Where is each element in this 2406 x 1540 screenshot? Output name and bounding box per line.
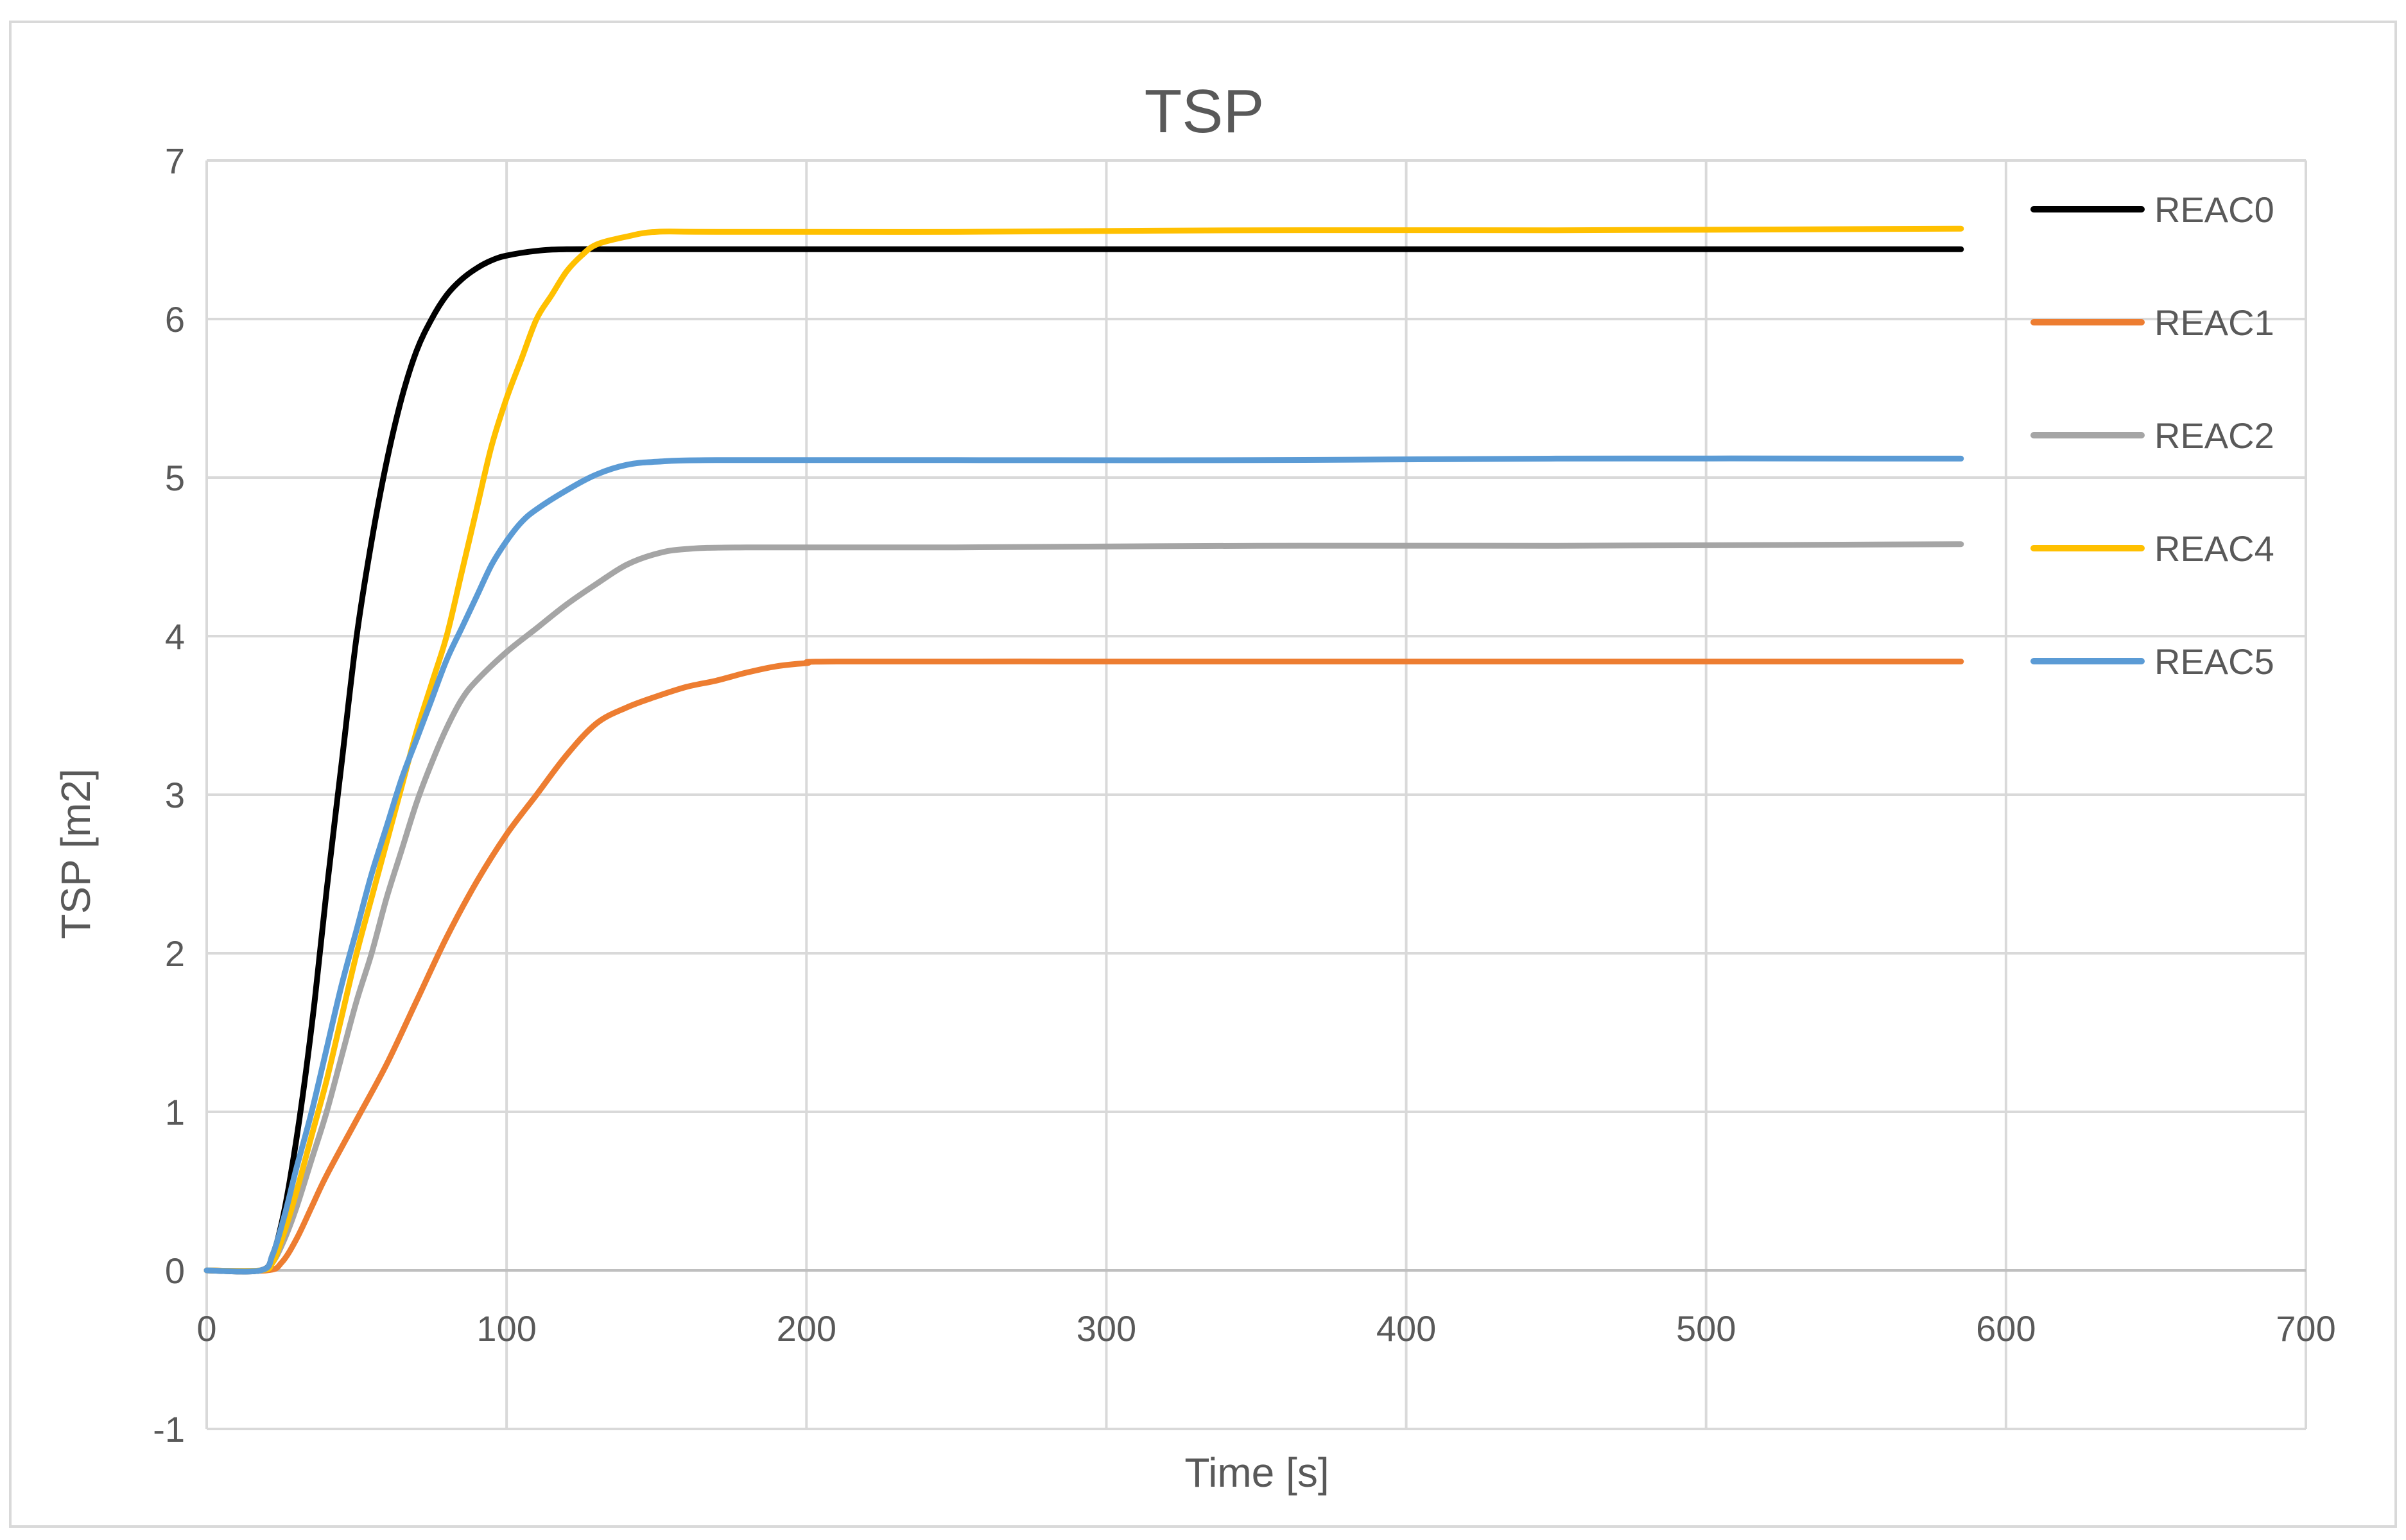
y-tick-label: 2 bbox=[165, 933, 185, 974]
y-tick-label: 0 bbox=[165, 1250, 185, 1291]
series-line-reac4 bbox=[203, 225, 1964, 1274]
y-tick-label: 3 bbox=[165, 775, 185, 815]
series-line-reac2 bbox=[203, 541, 1964, 1274]
y-tick-label: 4 bbox=[165, 616, 185, 657]
y-axis-title: TSP [m2] bbox=[53, 768, 99, 939]
x-tick-label: 700 bbox=[2276, 1308, 2335, 1349]
x-tick-label: 400 bbox=[1376, 1308, 1436, 1349]
x-axis-title: Time [s] bbox=[1184, 1449, 1329, 1496]
x-tick-label: 0 bbox=[196, 1308, 216, 1349]
series-line-reac5 bbox=[203, 455, 1964, 1275]
legend-label-reac4: REAC4 bbox=[2154, 528, 2274, 569]
chart-title: TSP bbox=[1145, 77, 1265, 146]
series-line-reac0 bbox=[203, 246, 1964, 1275]
legend-label-reac1: REAC1 bbox=[2154, 302, 2274, 343]
x-tick-label: 200 bbox=[777, 1308, 836, 1349]
series-layer bbox=[203, 225, 1964, 1275]
y-tick-label: -1 bbox=[153, 1409, 185, 1449]
legend-label-reac0: REAC0 bbox=[2154, 189, 2274, 230]
y-tick-label: 6 bbox=[165, 299, 185, 340]
legend: REAC0 REAC1 REAC2 REAC4 REAC5 bbox=[2030, 189, 2274, 682]
x-tick-label: 500 bbox=[1676, 1308, 1736, 1349]
series-line-reac1 bbox=[203, 658, 1964, 1274]
y-tick-label: 7 bbox=[165, 141, 185, 181]
y-tick-label: 5 bbox=[165, 458, 185, 498]
x-tick-label: 300 bbox=[1077, 1308, 1136, 1349]
x-tick-label: 100 bbox=[476, 1308, 536, 1349]
x-tick-label: 600 bbox=[1976, 1308, 2036, 1349]
axis-layer: -1 0 1 2 3 4 5 6 7 0 100 200 300 400 500 600 700 bbox=[153, 141, 2336, 1449]
legend-label-reac5: REAC5 bbox=[2154, 641, 2274, 682]
y-tick-label: 1 bbox=[165, 1092, 185, 1132]
legend-label-reac2: REAC2 bbox=[2154, 415, 2274, 456]
